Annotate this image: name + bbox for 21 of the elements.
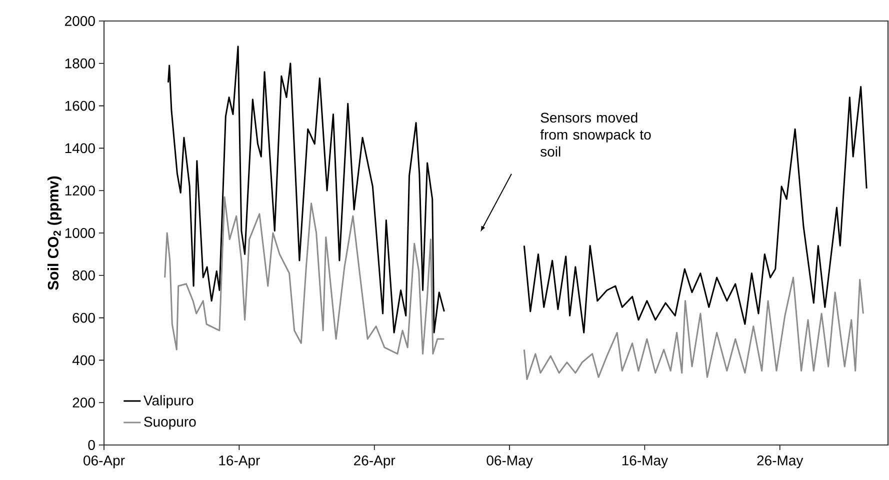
x-tick-label: 06-May — [486, 456, 533, 468]
y-tick-label: 2000 — [65, 16, 95, 26]
y-tick-label: 800 — [72, 270, 95, 280]
y-tick-label: 600 — [72, 312, 95, 323]
y-axis-title: Soil CO$_{2}$ (ppmv) — [47, 176, 62, 290]
legend-label: Suopuro — [144, 416, 196, 430]
x-tick-label: 26-May — [757, 456, 804, 468]
annotation: Sensors moved from snowpack to soil — [540, 112, 651, 157]
x-tick-label: 16-May — [622, 456, 668, 468]
x-tick-label: 16-Apr — [219, 456, 260, 468]
y-tick-label: 400 — [72, 355, 95, 366]
y-tick-label: 1000 — [65, 228, 95, 238]
y-tick-label: 1800 — [65, 58, 95, 68]
x-tick-label: 26-Apr — [354, 456, 396, 468]
y-tick-label: 200 — [72, 398, 95, 408]
y-tick-label: 1600 — [65, 100, 95, 111]
x-tick-label: 06-Apr — [84, 456, 125, 468]
legend-label: Valipuro — [144, 395, 194, 408]
y-tick-label: 1200 — [65, 186, 95, 196]
y-tick-label: 0 — [88, 440, 95, 450]
y-tick-label: 1400 — [65, 143, 95, 154]
